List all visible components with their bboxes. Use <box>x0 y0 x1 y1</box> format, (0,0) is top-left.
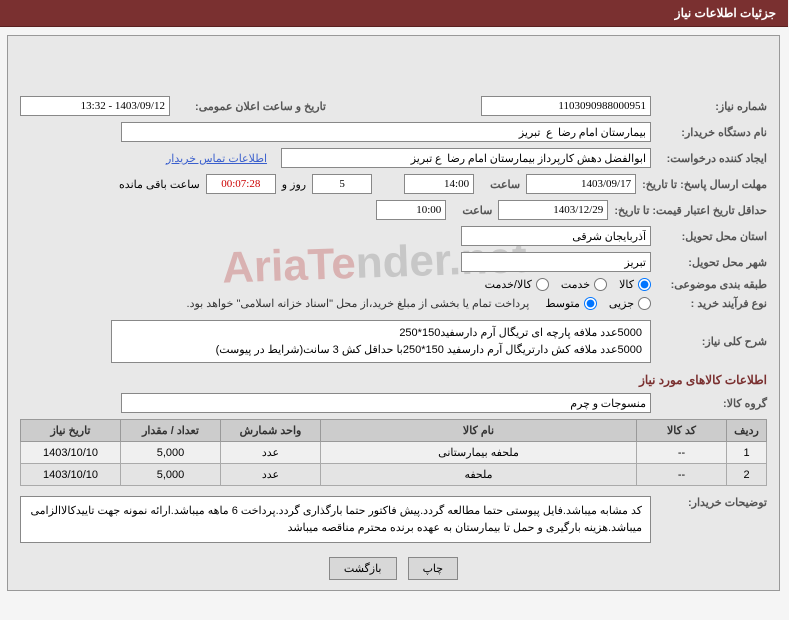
proc-medium-radio[interactable]: متوسط <box>546 297 598 310</box>
goods-table: ردیف کد کالا نام کالا واحد شمارش تعداد /… <box>21 419 768 486</box>
cat-goods-radio[interactable]: کالا <box>620 278 652 291</box>
requester-label: ایجاد کننده درخواست: <box>658 152 768 165</box>
validity-label: حداقل تاریخ اعتبار قیمت: تا تاریخ: <box>615 204 768 217</box>
time-label-2: ساعت <box>453 204 493 217</box>
content-panel: AriaTender.net شماره نیاز: تاریخ و ساعت … <box>8 35 781 591</box>
requester-input <box>282 148 652 168</box>
buyer-notes-box: کد مشابه میباشد.فایل پیوستی حتما مطالعه … <box>21 496 652 543</box>
time-label: ساعت <box>481 178 521 191</box>
table-row: 2--ملحفهعدد5,0001403/10/10 <box>22 464 768 486</box>
buyer-org-input <box>122 122 652 142</box>
goods-section-title: اطلاعات کالاهای مورد نیاز <box>21 373 768 387</box>
proc-partial-radio[interactable]: جزیی <box>610 297 652 310</box>
back-button[interactable]: بازگشت <box>330 557 398 580</box>
city-label: شهر محل تحویل: <box>658 256 768 269</box>
validity-time-input <box>377 200 447 220</box>
category-radio-group: کالا خدمت کالا/خدمت <box>486 278 652 291</box>
announce-input <box>21 96 171 116</box>
col-qty: تعداد / مقدار <box>122 420 222 442</box>
group-label: گروه کالا: <box>658 397 768 410</box>
page-title: جزئیات اطلاعات نیاز <box>676 6 777 20</box>
cat-both-radio[interactable]: کالا/خدمت <box>486 278 550 291</box>
summary-box: 5000عدد ملافه پارچه ای تریگال آرم دارسفی… <box>112 320 652 363</box>
province-input <box>462 226 652 246</box>
deadline-label: مهلت ارسال پاسخ: تا تاریخ: <box>643 178 768 191</box>
col-code: کد کالا <box>638 420 728 442</box>
col-unit: واحد شمارش <box>222 420 322 442</box>
need-no-input <box>482 96 652 116</box>
table-row: 1--ملحفه بیمارستانیعدد5,0001403/10/10 <box>22 442 768 464</box>
days-suffix: روز و <box>283 178 307 191</box>
deadline-time-input <box>405 174 475 194</box>
countdown-input <box>207 174 277 194</box>
buyer-notes-label: توضیحات خریدار: <box>658 496 768 509</box>
province-label: استان محل تحویل: <box>658 230 768 243</box>
days-input <box>313 174 373 194</box>
deadline-date-input <box>527 174 637 194</box>
print-button[interactable]: چاپ <box>409 557 460 580</box>
city-input <box>462 252 652 272</box>
group-input <box>122 393 652 413</box>
col-date: تاریخ نیاز <box>22 420 122 442</box>
remain-suffix: ساعت باقی مانده <box>120 178 201 191</box>
col-row: ردیف <box>728 420 768 442</box>
process-label: نوع فرآیند خرید : <box>658 297 768 310</box>
category-label: طبقه بندی موضوعی: <box>658 278 768 291</box>
page-header: جزئیات اطلاعات نیاز <box>0 0 789 27</box>
summary-label: شرح کلی نیاز: <box>658 335 768 348</box>
cat-service-radio[interactable]: خدمت <box>562 278 608 291</box>
need-no-label: شماره نیاز: <box>658 100 768 113</box>
buyer-org-label: نام دستگاه خریدار: <box>658 126 768 139</box>
payment-note: پرداخت تمام یا بخشی از مبلغ خرید،از محل … <box>188 297 531 310</box>
contact-link[interactable]: اطلاعات تماس خریدار <box>167 152 268 165</box>
validity-date-input <box>499 200 609 220</box>
announce-label: تاریخ و ساعت اعلان عمومی: <box>177 100 327 113</box>
col-name: نام کالا <box>322 420 638 442</box>
process-radio-group: جزیی متوسط <box>546 297 652 310</box>
